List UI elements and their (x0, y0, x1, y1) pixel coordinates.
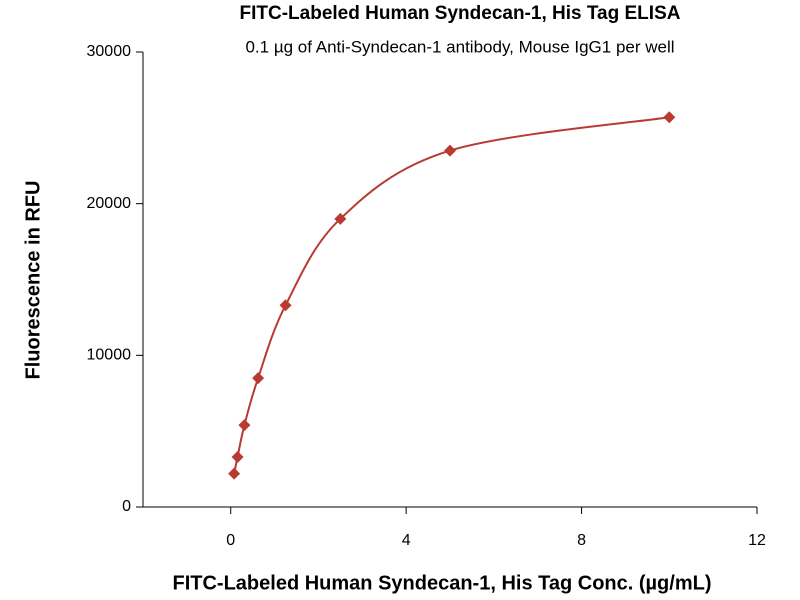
fit-curve (233, 116, 670, 474)
data-point (238, 419, 251, 432)
y-tick-label: 30000 (87, 43, 132, 60)
y-tick-label: 0 (122, 498, 131, 515)
data-point (252, 372, 265, 385)
y-axis-title: Fluorescence in RFU (22, 181, 44, 380)
y-tick-label: 20000 (87, 195, 132, 212)
x-axis-title: FITC-Labeled Human Syndecan-1, His Tag C… (173, 572, 712, 594)
data-point (444, 144, 456, 157)
data-point (279, 299, 292, 312)
x-tick-label: 4 (402, 532, 411, 549)
x-tick-label: 0 (226, 532, 235, 549)
data-point (334, 212, 347, 225)
x-tick-label: 8 (577, 532, 586, 549)
y-tick-label: 10000 (87, 347, 132, 364)
data-point (231, 450, 244, 463)
data-point (228, 467, 241, 480)
chart-subtitle: 0.1 µg of Anti-Syndecan-1 antibody, Mous… (245, 37, 674, 56)
data-point (663, 111, 676, 124)
x-tick-label: 12 (748, 532, 766, 549)
chart-title: FITC-Labeled Human Syndecan-1, His Tag E… (240, 3, 681, 24)
